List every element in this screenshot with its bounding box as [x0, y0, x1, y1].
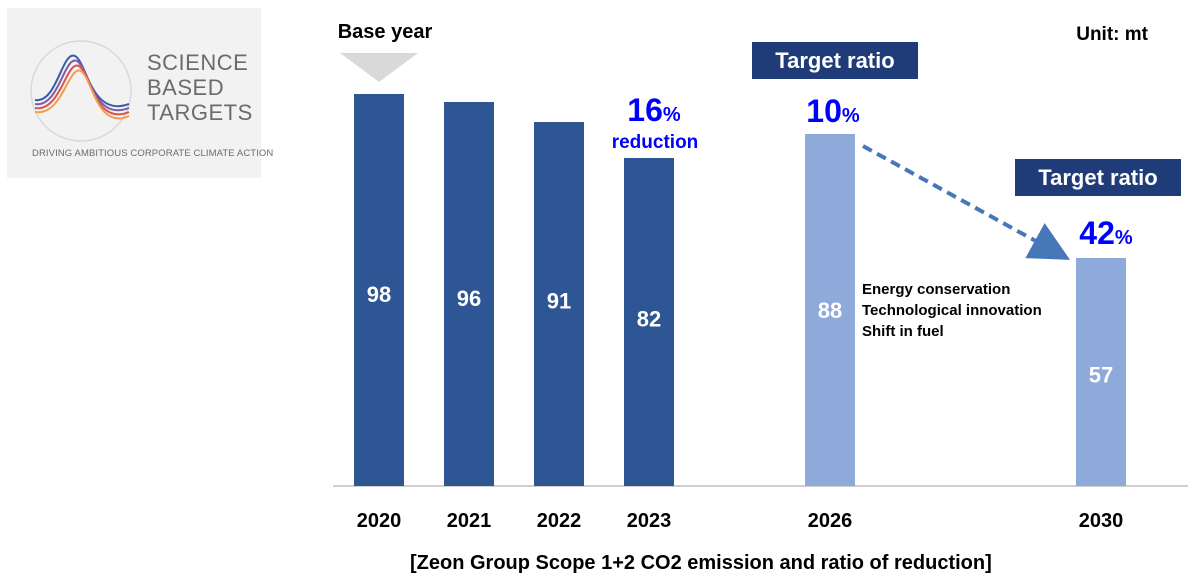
base-year-triangle — [340, 53, 418, 82]
target-2030-value: 42% — [1079, 215, 1133, 251]
logo-line-1: SCIENCE — [147, 50, 249, 75]
logo-line-3: TARGETS — [147, 100, 253, 125]
x-tick-2023: 2023 — [627, 510, 672, 532]
bar-2026 — [805, 134, 855, 486]
value-label-2021: 96 — [457, 286, 481, 311]
target-badge-2026-label: Target ratio — [775, 48, 894, 73]
value-label-2022: 91 — [547, 288, 571, 313]
x-tick-2020: 2020 — [357, 510, 402, 532]
target-badge-2030 — [1015, 159, 1181, 196]
measure-shift-in-fuel: Shift in fuel — [862, 323, 944, 340]
logo-tagline: DRIVING AMBITIOUS CORPORATE CLIMATE ACTI… — [32, 148, 274, 159]
measure-energy-conservation: Energy conservation — [862, 281, 1010, 298]
x-tick-2026: 2026 — [808, 510, 853, 532]
bar-2022 — [534, 122, 584, 486]
bar-2023 — [624, 158, 674, 486]
x-tick-2022: 2022 — [537, 510, 582, 532]
unit-label: Unit: mt — [1076, 24, 1148, 45]
chart-caption: [Zeon Group Scope 1+2 CO2 emission and r… — [410, 552, 992, 574]
value-label-2020: 98 — [367, 282, 391, 307]
value-label-2026: 88 — [818, 298, 842, 323]
target-2026-value: 10% — [806, 93, 860, 129]
x-tick-2021: 2021 — [447, 510, 492, 532]
bar-2020 — [354, 94, 404, 486]
measure-technological-innovation: Technological innovation — [862, 302, 1042, 319]
sbti-logo-mark — [30, 40, 132, 142]
target-badge-2026 — [752, 42, 918, 79]
sbti-logo: SCIENCE BASED TARGETS DRIVING AMBITIOUS … — [7, 8, 273, 178]
reduction-2023-label: reduction — [612, 132, 699, 153]
bar-2021 — [444, 102, 494, 486]
target-badge-2030-label: Target ratio — [1038, 165, 1157, 190]
reduction-2023-value: 16% — [627, 92, 681, 128]
value-label-2030: 57 — [1089, 362, 1113, 387]
value-label-2023: 82 — [637, 307, 661, 332]
bar-2030 — [1076, 258, 1126, 486]
x-tick-2030: 2030 — [1079, 510, 1124, 532]
trend-arrow — [862, 144, 1071, 260]
base-year-label: Base year — [338, 21, 433, 43]
logo-line-2: BASED — [147, 75, 225, 100]
